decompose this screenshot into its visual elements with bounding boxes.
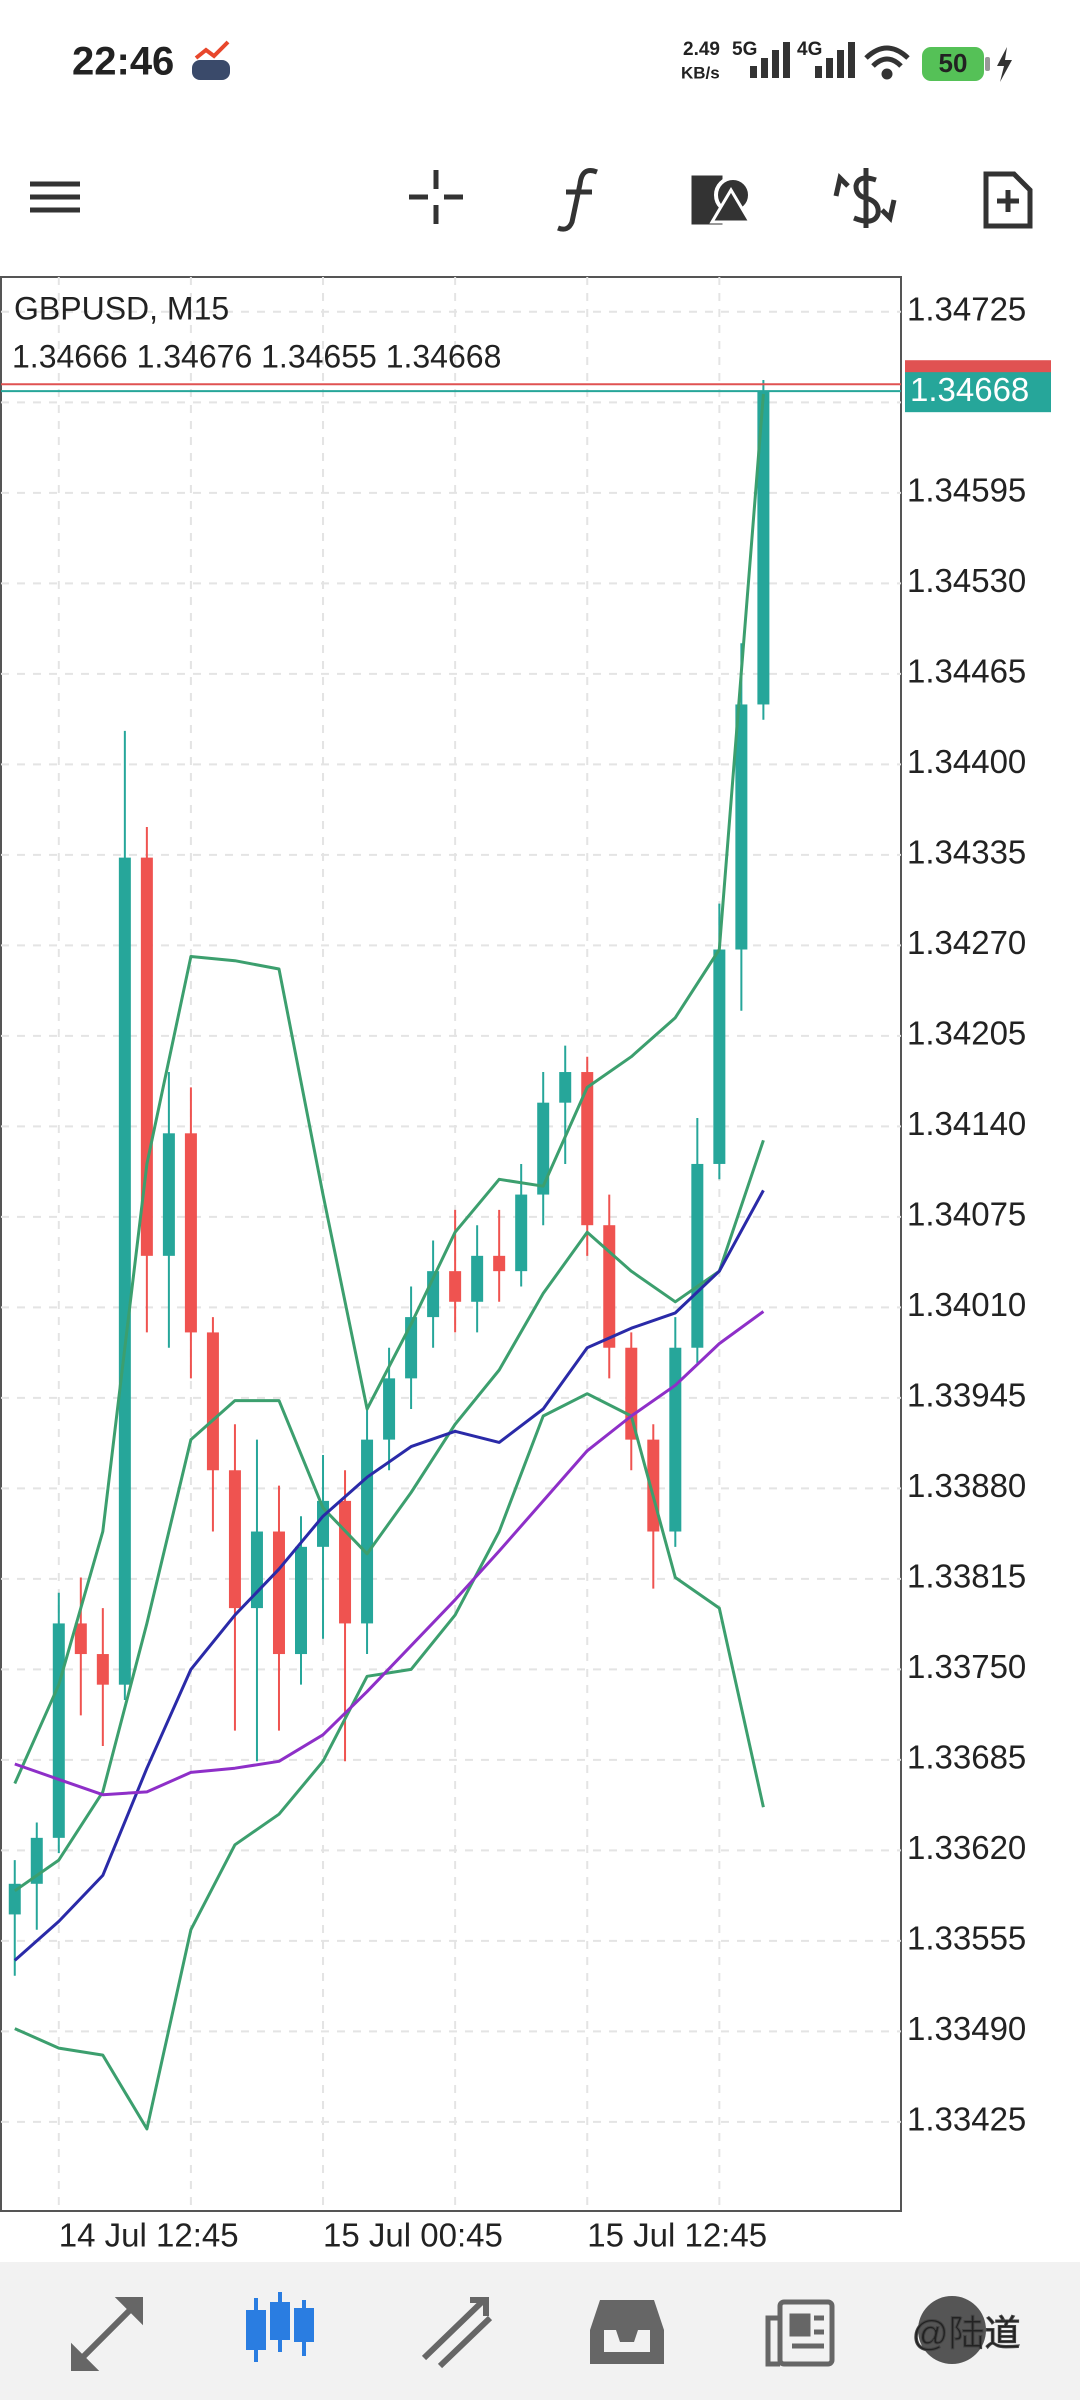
y-tick-label: 1.33880 [907,1467,1026,1504]
candle-body [8,1883,21,1915]
x-tick-label: 15 Jul 00:45 [323,2217,503,2254]
crosshair-button[interactable] [409,170,463,224]
candle-body [118,857,131,1685]
candle-body [559,1072,572,1103]
signal-icon [750,42,790,78]
candle-body [669,1347,682,1532]
plot-area: 1.347251.346601.345951.345301.344651.344… [0,276,1051,2254]
indicator-line [13,393,765,1785]
candle-body [184,1133,197,1333]
clock: 22:46 [72,40,174,84]
y-tick-label: 1.33685 [907,1739,1026,1776]
y-tick-label: 1.33945 [907,1377,1026,1414]
candle-body [96,1654,109,1685]
candle-body [206,1332,219,1471]
y-tick-label: 1.34205 [907,1015,1026,1052]
objects-button[interactable] [691,175,753,225]
x-tick-label: 14 Jul 12:45 [59,2217,239,2254]
candle-body [493,1255,506,1272]
trade-tab[interactable] [421,2297,493,2369]
chart-tab[interactable] [246,2292,314,2362]
candle-body [272,1531,285,1655]
candle-body [757,391,770,705]
net-speed-unit: KB/s [681,63,720,82]
axis-layer: 1.347251.346601.345951.345301.344651.344… [1,291,1051,2254]
toolbar [30,168,1033,232]
y-tick-label: 1.33620 [907,1829,1026,1866]
news-tab[interactable] [765,2299,835,2367]
watermark: @陆道 [912,2313,1021,2354]
y-tick-label: 1.34335 [907,834,1026,871]
y-tick-label: 1.34725 [907,291,1026,328]
signal-icon [815,42,855,78]
candle-body [735,704,748,950]
menu-button[interactable] [30,181,80,213]
charging-icon [997,47,1012,82]
network-type: 5G [732,39,757,60]
ohlc-info: 1.34666 1.34676 1.34655 1.34668 [12,338,501,374]
candle-body [339,1500,352,1624]
indicator-line [13,1139,765,1893]
trade-button[interactable] [833,168,897,228]
candle-body [162,1133,175,1256]
candle-body [52,1623,65,1838]
candle-body [691,1163,704,1348]
candle-body [74,1623,87,1655]
y-tick-label: 1.34530 [907,562,1026,599]
y-tick-label: 1.33750 [907,1648,1026,1685]
candle-body [581,1072,594,1226]
candle-body [383,1378,396,1440]
wifi-icon [864,45,910,80]
candle-body [515,1194,528,1272]
y-tick-label: 1.34010 [907,1286,1026,1323]
app-icon [192,40,230,80]
y-tick-label: 1.34140 [907,1105,1026,1142]
indicator-line [14,1310,765,1797]
chart-title: GBPUSD, M15 [14,290,229,326]
indicators-button[interactable] [557,168,598,232]
net-speed: 2.49 [683,39,720,60]
price-label-box [905,372,1051,413]
candle-body [471,1255,484,1302]
price-label: 1.34668 [910,371,1029,408]
candle-body [603,1225,616,1348]
y-tick-label: 1.34270 [907,924,1026,961]
bottom-nav: @陆道 [0,2262,1080,2400]
y-tick-label: 1.34400 [907,743,1026,780]
y-tick-label: 1.34595 [907,472,1026,509]
settings-tab[interactable] [918,2296,986,2364]
y-tick-label: 1.33555 [907,1920,1026,1957]
y-tick-label: 1.33490 [907,2010,1026,2047]
quotes-tab[interactable] [71,2297,143,2371]
y-tick-label: 1.34075 [907,1196,1026,1233]
network-type: 4G [797,39,822,60]
candle-body [228,1470,241,1609]
y-tick-label: 1.33815 [907,1558,1026,1595]
candle-body [449,1271,462,1302]
y-tick-label: 1.33425 [907,2101,1026,2138]
candle-body [537,1102,550,1195]
candle-body [713,949,726,1164]
status-bar: 22:46 2.49 KB/s 5G 4G 50 [72,39,1012,84]
battery-icon: 50 [922,47,990,81]
indicator-line [13,1189,765,1962]
battery-level: 50 [939,48,968,78]
nav-background [0,2262,1080,2400]
x-tick-label: 15 Jul 12:45 [587,2217,767,2254]
indicator-line [14,1392,765,2131]
history-tab[interactable] [590,2300,664,2364]
candle-body [361,1439,374,1624]
candle-body [295,1546,307,1655]
y-tick-label: 1.34465 [907,653,1026,690]
new-order-button[interactable] [983,171,1033,229]
series-layer [8,380,770,2131]
